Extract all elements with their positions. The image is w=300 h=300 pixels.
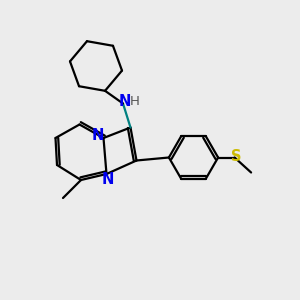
Text: N: N: [92, 128, 104, 143]
Text: N: N: [118, 94, 131, 109]
Text: H: H: [130, 94, 139, 108]
Text: N: N: [102, 172, 114, 187]
Text: S: S: [231, 149, 241, 164]
